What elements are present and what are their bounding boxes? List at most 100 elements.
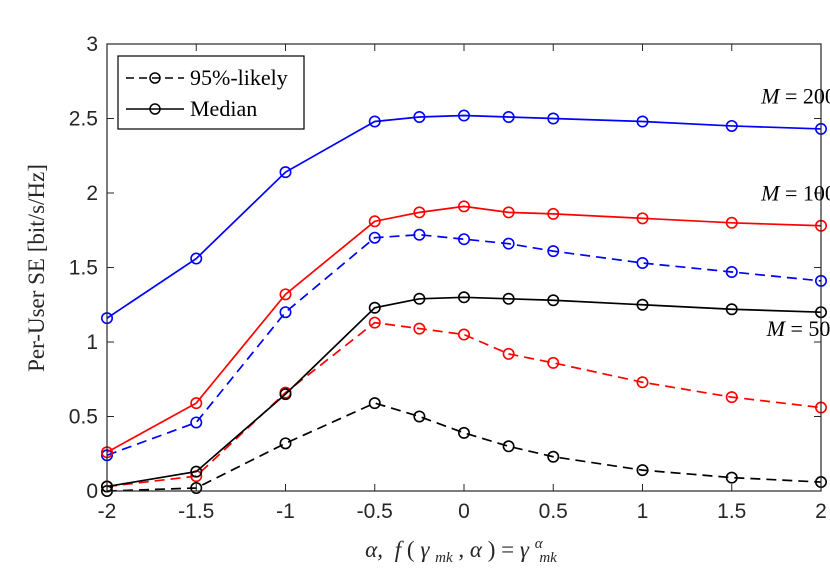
x-axis-label: α, f ( γ mk , α ) = γ α mk (365, 528, 557, 567)
y-tick-label: 2.5 (69, 108, 98, 131)
data-point-m-50-95-likely (368, 397, 381, 410)
x-label-alpha2: α (470, 537, 483, 562)
data-point-m-200-95-likely (279, 306, 292, 319)
data-point-m-200-median (190, 252, 203, 265)
data-point-m-100-median (725, 216, 738, 229)
data-point-m-100-95-likely (547, 356, 560, 369)
data-point-m-50-95-likely (502, 440, 515, 453)
x-label-gamma: γ (420, 537, 430, 562)
legend-marker-95-likely (149, 72, 161, 84)
data-point-m-200-95-likely (547, 245, 560, 258)
x-label-close: ) (488, 537, 496, 562)
x-tick-label: -2 (98, 500, 117, 523)
series-line-m-100-95-likely (106, 321, 822, 488)
annotation-value: = 100 (779, 180, 830, 205)
x-label-f: f (395, 537, 405, 562)
annotation-m-200: M = 200 (760, 84, 830, 109)
data-point-m-200-median (725, 119, 738, 132)
annotation-value: = 200 (779, 84, 830, 109)
data-point-m-50-95-likely (413, 410, 426, 423)
series-line-m-200-95-likely (106, 233, 822, 457)
y-tick-label: 1.5 (69, 257, 98, 280)
data-point-m-100-median (413, 206, 426, 219)
series-layer (101, 109, 827, 497)
annotation-m-50: M = 50 (766, 316, 830, 341)
series-line-m-50-median (106, 296, 822, 488)
x-label-sub-mk2: mk (539, 550, 557, 566)
data-point-m-50-95-likely (725, 471, 738, 484)
axis-ticks: -2 -1.5 -1 -0.5 0 0.5 1 1.5 2 0 0.5 1 1.5 2 2.5 3 (69, 33, 827, 523)
data-point-m-50-95-likely (457, 426, 470, 439)
x-tick-label: -1.5 (178, 500, 214, 523)
data-point-m-100-median (368, 215, 381, 228)
x-label-alpha: α, (365, 537, 383, 562)
data-point-m-100-95-likely (502, 347, 515, 360)
data-point-m-100-median (279, 288, 292, 301)
data-point-m-50-median (636, 298, 649, 311)
data-point-m-200-median (368, 115, 381, 128)
x-label-open: ( (407, 537, 415, 562)
data-point-m-100-median (190, 397, 203, 410)
data-point-m-100-median (547, 207, 560, 220)
data-point-m-200-median (279, 166, 292, 179)
data-point-m-200-median (457, 109, 470, 122)
data-point-m-50-median (368, 301, 381, 314)
data-point-m-50-95-likely (636, 464, 649, 477)
annotation-value: = 50 (785, 316, 830, 341)
data-point-m-100-95-likely (725, 391, 738, 404)
y-tick-label: 1 (86, 331, 98, 354)
legend-marker-median (149, 103, 161, 115)
data-point-m-200-median (547, 112, 560, 125)
annotation-var: M (760, 180, 781, 205)
data-point-m-200-95-likely (190, 416, 203, 429)
series-line-m-200-median (106, 114, 822, 319)
annotation-var: M (766, 316, 787, 341)
y-tick-label: 2 (86, 182, 98, 205)
data-point-m-200-median (502, 111, 515, 124)
data-point-m-100-95-likely (413, 322, 426, 335)
data-point-m-200-median (636, 115, 649, 128)
annotation-var: M (760, 84, 781, 109)
data-point-m-50-95-likely (547, 450, 560, 463)
x-tick-label: -1 (276, 500, 295, 523)
data-point-m-200-95-likely (636, 257, 649, 270)
data-point-m-50-median (725, 303, 738, 316)
data-point-m-50-median (190, 465, 203, 478)
data-point-m-50-95-likely (190, 482, 203, 495)
x-label-gamma2: γ (520, 537, 530, 562)
y-tick-label: 3 (86, 33, 98, 56)
data-point-m-100-median (636, 212, 649, 225)
annotations: M = 200M = 100M = 50 (760, 84, 830, 341)
data-point-m-50-median (502, 292, 515, 305)
data-point-m-200-median (413, 111, 426, 124)
y-tick-label: 0 (86, 480, 98, 503)
y-tick-label: 0.5 (69, 406, 98, 429)
x-label-sub-mk: mk (435, 550, 453, 566)
data-point-m-200-95-likely (413, 228, 426, 241)
y-axis-label: Per-User SE [bit/s/Hz] (24, 164, 49, 372)
annotation-m-100: M = 100 (760, 180, 830, 205)
data-point-m-50-95-likely (279, 437, 292, 450)
data-point-m-200-95-likely (368, 231, 381, 244)
data-point-m-50-median (547, 294, 560, 307)
x-label-sup-alpha: α (535, 536, 544, 552)
data-point-m-50-median (457, 291, 470, 304)
data-point-m-100-95-likely (368, 316, 381, 329)
data-point-m-100-median (502, 206, 515, 219)
data-point-m-100-95-likely (457, 328, 470, 341)
data-point-m-100-95-likely (636, 376, 649, 389)
x-label-comma: , (458, 537, 470, 562)
data-point-m-200-95-likely (725, 265, 738, 278)
x-tick-label: 1 (637, 500, 649, 523)
data-point-m-200-95-likely (457, 233, 470, 246)
legend-box (117, 55, 305, 130)
x-tick-label: -0.5 (357, 500, 393, 523)
data-point-m-50-median (413, 292, 426, 305)
legend: 95%-likely Median (117, 55, 305, 130)
series-line-m-50-95-likely (106, 402, 822, 492)
data-point-m-200-95-likely (502, 237, 515, 250)
x-tick-label: 1.5 (717, 500, 746, 523)
data-point-m-50-median (279, 388, 292, 401)
x-tick-label: 2 (815, 500, 827, 523)
